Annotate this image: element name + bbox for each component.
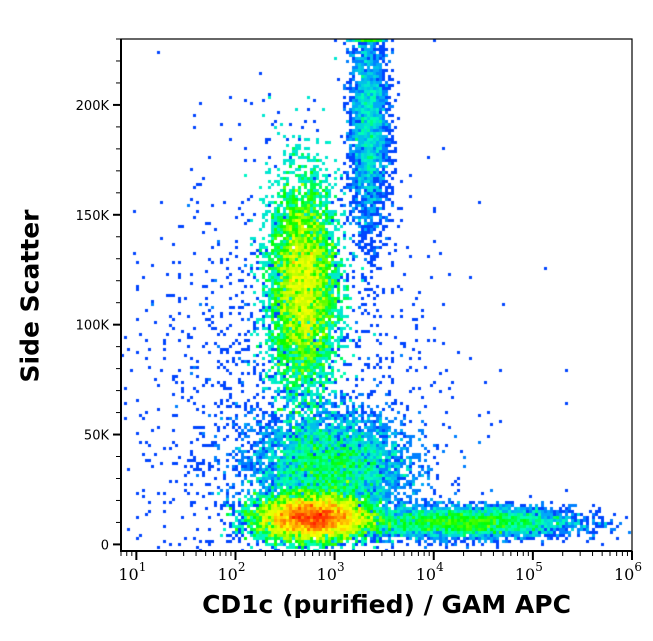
x-tick-label: 101 bbox=[118, 560, 146, 584]
y-tick-label: 100K bbox=[76, 319, 110, 334]
y-tick-label: 200K bbox=[76, 99, 110, 114]
y-tick-label: 150K bbox=[76, 209, 110, 224]
density-plot-area bbox=[121, 39, 632, 551]
x-tick-label: 103 bbox=[317, 560, 345, 584]
y-axis-title: Side Scatter bbox=[15, 209, 45, 383]
x-tick-label: 105 bbox=[515, 560, 543, 584]
x-axis-title: CD1c (purified) / GAM APC bbox=[202, 590, 571, 619]
y-tick-label: 0 bbox=[101, 538, 109, 553]
plot-frame bbox=[120, 38, 633, 552]
x-axis-ticks: 101 102 103 104 105 106 bbox=[118, 551, 642, 584]
x-tick-label: 104 bbox=[416, 560, 444, 584]
x-tick-label: 106 bbox=[614, 560, 642, 584]
y-axis-ticks: 0 50K 100K 150K 200K bbox=[76, 38, 121, 553]
y-tick-label: 50K bbox=[84, 429, 110, 444]
x-tick-label: 102 bbox=[217, 560, 245, 584]
